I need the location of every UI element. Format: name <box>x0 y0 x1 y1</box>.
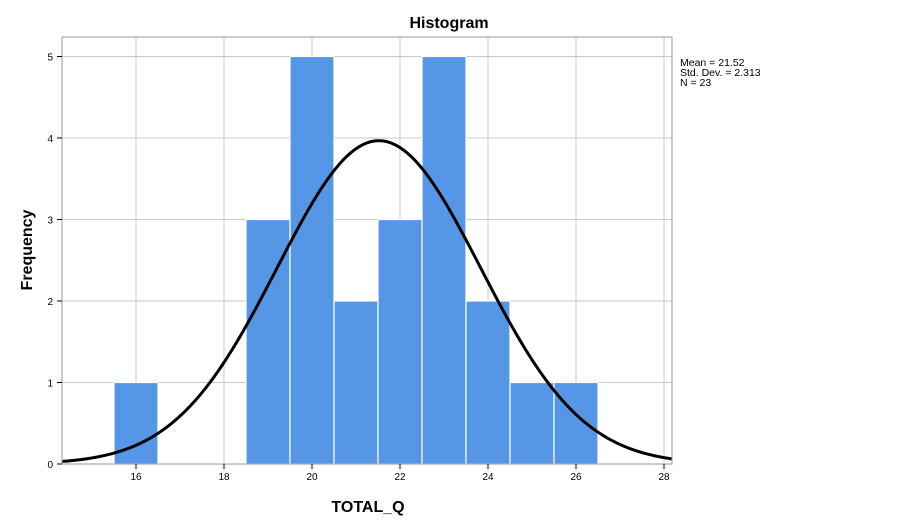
stats-line-1: Mean = 21.52 <box>680 57 745 69</box>
x-tick-label-28: 28 <box>658 472 670 483</box>
x-axis-label: TOTAL_Q <box>331 499 404 516</box>
y-tick-label-5: 5 <box>47 53 53 64</box>
y-tick-label-0: 0 <box>47 460 53 471</box>
plot-area-border <box>61 36 673 465</box>
y-tick-label-1: 1 <box>47 379 53 390</box>
x-tick-label-18: 18 <box>218 472 230 483</box>
histogram-bar-5 <box>377 218 423 465</box>
plot-frame <box>61 36 673 465</box>
histogram-bars <box>113 55 599 465</box>
y-tick-label-2: 2 <box>47 297 53 308</box>
stats-line-2: Std. Dev. = 2.313 <box>680 67 761 79</box>
histogram-bar-8 <box>509 381 555 465</box>
histogram-bar-7 <box>465 300 511 465</box>
y-tick-label-3: 3 <box>47 216 53 227</box>
x-tick-label-26: 26 <box>570 472 582 483</box>
chart-title: Histogram <box>409 15 488 32</box>
histogram-bar-3 <box>289 55 335 465</box>
x-tick-label-24: 24 <box>482 472 494 483</box>
x-tick-label-16: 16 <box>130 472 142 483</box>
histogram-bar-6 <box>421 55 467 465</box>
stats-line-3: N = 23 <box>680 77 711 89</box>
normal-curve-group <box>61 139 673 463</box>
x-tick-label-22: 22 <box>394 472 406 483</box>
x-tick-label-20: 20 <box>306 472 318 483</box>
histogram-bar-4 <box>333 300 379 465</box>
axis-ticks: 16 18 20 22 24 26 28 0 1 2 3 4 5 <box>47 53 670 484</box>
y-axis-label: Frequency <box>19 209 36 290</box>
y-tick-label-4: 4 <box>47 134 53 145</box>
histogram-bar-9 <box>553 381 599 465</box>
normal-curve <box>61 139 673 463</box>
